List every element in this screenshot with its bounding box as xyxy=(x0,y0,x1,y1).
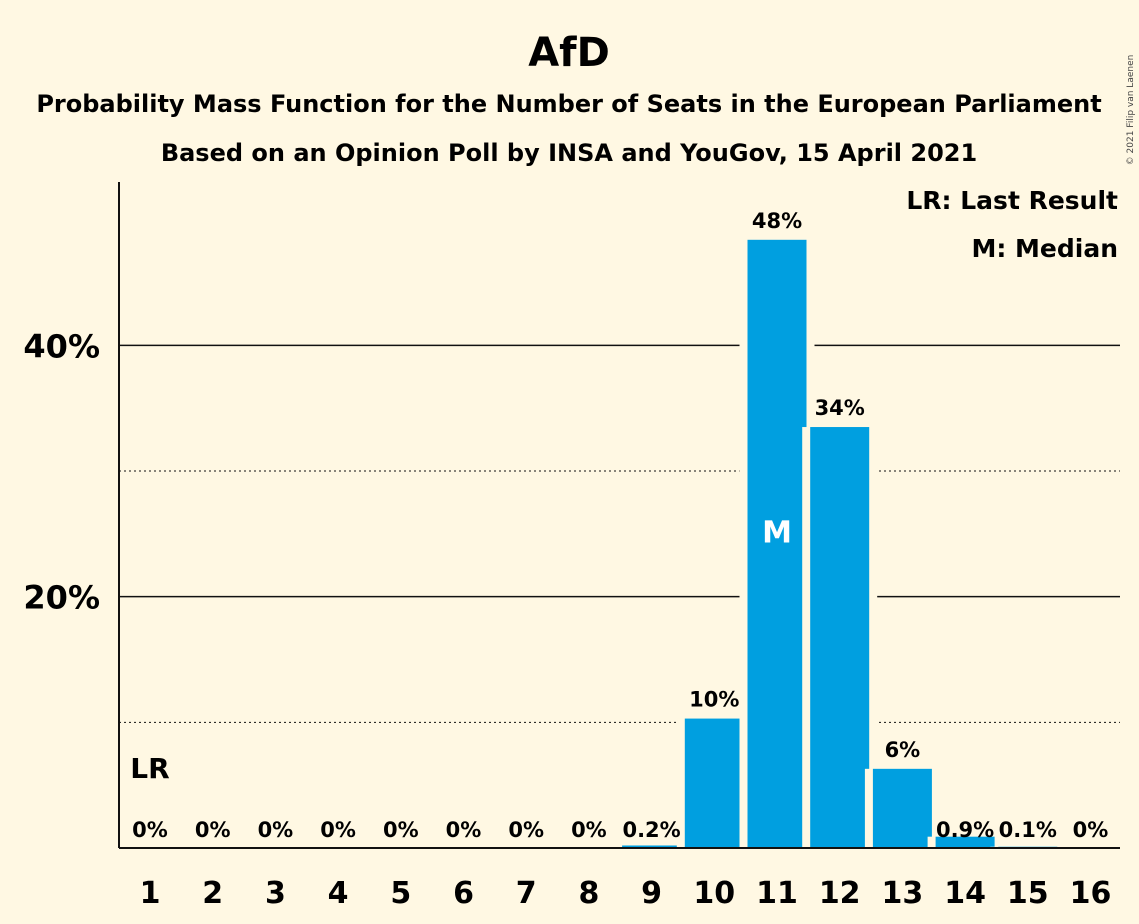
x-tick-label: 11 xyxy=(756,876,798,911)
bar-value-label: 0% xyxy=(508,818,544,842)
bar-value-label: 0.9% xyxy=(936,818,994,842)
y-tick-label: 40% xyxy=(23,327,100,365)
x-tick-label: 6 xyxy=(453,876,474,911)
bar xyxy=(684,718,744,848)
x-tick-label: 3 xyxy=(265,876,286,911)
bar xyxy=(872,768,932,848)
x-tick-label: 15 xyxy=(1007,876,1049,911)
y-tick-labels: 20% 40% xyxy=(23,327,100,616)
bar xyxy=(622,845,682,848)
y-tick-label: 20% xyxy=(23,579,100,617)
chart-subtitle-line-2: Based on an Opinion Poll by INSA and You… xyxy=(161,139,977,167)
bars xyxy=(614,239,1066,848)
bar-value-label: 0% xyxy=(1073,818,1109,842)
bar-value-label: 0% xyxy=(571,818,607,842)
data-labels: 0% LR 0% 0% 0% 0% 0% 0% 0% 0.2% 10% 48% M 34% 6% 0.9% 0.… xyxy=(130,209,1108,842)
bar-value-label: 0% xyxy=(195,818,231,842)
x-tick-label: 5 xyxy=(390,876,411,911)
bar-value-label: 0% xyxy=(383,818,419,842)
bar-value-label: 0.2% xyxy=(622,818,680,842)
median-marker: M xyxy=(762,516,792,551)
bar xyxy=(810,427,870,848)
bar-value-label: 0% xyxy=(320,818,356,842)
x-tick-label: 16 xyxy=(1070,876,1112,911)
x-tick-label: 8 xyxy=(578,876,599,911)
x-tick-label: 2 xyxy=(202,876,223,911)
x-tick-label: 10 xyxy=(693,876,735,911)
bar xyxy=(935,836,995,848)
bar-value-label: 0% xyxy=(258,818,294,842)
bar-value-label: 0% xyxy=(132,818,168,842)
x-tick-label: 12 xyxy=(819,876,861,911)
x-tick-label: 4 xyxy=(328,876,349,911)
last-result-marker: LR xyxy=(130,752,169,785)
x-tick-label: 1 xyxy=(140,876,161,911)
x-tick-label: 13 xyxy=(882,876,924,911)
x-tick-label: 9 xyxy=(641,876,662,911)
x-tick-labels: 1 2 3 4 5 6 7 8 9 10 11 12 13 14 15 16 xyxy=(140,876,1112,911)
legend-last-result: LR: Last Result xyxy=(906,186,1118,215)
copyright-text: © 2021 Filip van Laenen xyxy=(1126,55,1136,166)
bar xyxy=(747,239,807,848)
x-tick-label: 14 xyxy=(944,876,986,911)
bar-value-label: 0.1% xyxy=(999,818,1057,842)
bar-value-label: 6% xyxy=(885,738,921,762)
chart-title: AfD xyxy=(528,30,610,76)
gridlines xyxy=(119,344,1120,723)
bar-value-label: 0% xyxy=(446,818,482,842)
x-tick-label: 7 xyxy=(516,876,537,911)
bar-value-label: 34% xyxy=(815,396,865,420)
bar-value-label: 48% xyxy=(752,209,802,233)
chart-subtitle-line-1: Probability Mass Function for the Number… xyxy=(36,90,1101,118)
bar-value-label: 10% xyxy=(689,688,739,712)
legend-median: M: Median xyxy=(971,234,1118,263)
